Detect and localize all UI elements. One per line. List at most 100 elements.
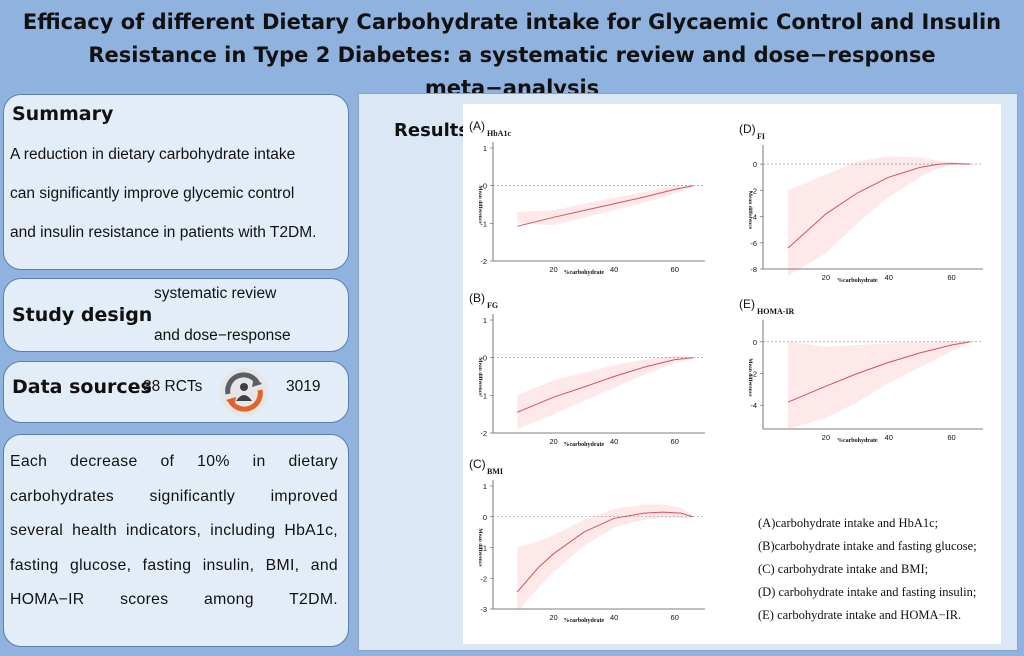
- x-tick-label: 40: [610, 613, 618, 622]
- chart-b: (B)FG1 0 -1 -2 20 40 60 %carbohydrate Mean diffe…: [469, 291, 705, 448]
- results-figure: (A) HbA1c 1 0 -1 -2 20 40 60 %carbohydrate Mean di…: [463, 104, 1001, 644]
- chart-title: BMI: [487, 467, 503, 476]
- y-tick-label: 1: [483, 482, 487, 491]
- confidence-band: [517, 355, 693, 430]
- y-tick-label: 0: [753, 160, 757, 169]
- dose-response-curve: [787, 162, 971, 249]
- caption-e: (E) carbohydrate intake and HOMA−IR.: [758, 608, 962, 622]
- summary-line-3: and insulin resistance in patients with …: [10, 224, 317, 241]
- x-tick-label: 60: [671, 437, 679, 446]
- summary-heading: Summary: [12, 103, 114, 125]
- x-tick-label: 40: [885, 273, 893, 282]
- x-tick-label: 20: [549, 613, 557, 622]
- panel-label: (E): [739, 297, 755, 311]
- y-tick-label: 0: [483, 182, 487, 191]
- y-tick-label: -3: [480, 605, 487, 614]
- panel-label: (B): [469, 291, 485, 305]
- caption-a: (A)carbohydrate intake and HbA1c;: [758, 516, 939, 530]
- panel-label: (C): [469, 457, 486, 471]
- key-findings-card: Each decrease of 10% in dietary carbohyd…: [3, 434, 349, 647]
- y-tick-label: -2: [750, 186, 757, 195]
- study-design-line-2: and dose−response: [154, 327, 291, 344]
- confidence-band: [517, 504, 693, 613]
- findings-line-3: several health indicators, including HbA…: [10, 522, 338, 539]
- y-tick-label: -2: [480, 257, 487, 266]
- data-sources-card: Data sources 38 RCTs 3019: [3, 361, 349, 423]
- poster-title: Efficacy of different Dietary Carbohydra…: [0, 6, 1024, 105]
- x-axis-label: %carbohydrate: [564, 270, 605, 276]
- panel-label: (D): [739, 122, 756, 136]
- y-tick-label: 1: [483, 316, 487, 325]
- y-axis-label: Mean difference: [477, 185, 483, 224]
- summary-line-2: can significantly improve glycemic contr…: [10, 185, 295, 202]
- x-tick-label: 60: [947, 433, 955, 442]
- people-cycle-icon: [220, 368, 268, 416]
- x-tick-label: 20: [822, 433, 830, 442]
- y-axis-label: Mean difference: [747, 358, 753, 397]
- key-findings-text: Each decrease of 10% in dietary carbohyd…: [10, 445, 338, 618]
- y-tick-label: -2: [750, 370, 757, 379]
- x-tick-label: 60: [671, 265, 679, 274]
- x-tick-label: 20: [549, 437, 557, 446]
- y-tick-label: -1: [480, 391, 487, 400]
- x-tick-label: 40: [885, 433, 893, 442]
- y-tick-label: -2: [480, 429, 487, 438]
- chart-d: (D)FI 0 -2 -4 -6 -8 20 40 60 %carbohydrate Mean di…: [739, 122, 983, 284]
- findings-line-2: carbohydrates significantly improved: [10, 487, 338, 505]
- y-tick-label: 0: [753, 338, 757, 347]
- y-tick-label: -4: [750, 401, 757, 410]
- caption-d: (D) carbohydrate intake and fasting insu…: [758, 585, 977, 599]
- x-tick-label: 40: [610, 437, 618, 446]
- rct-count: 38 RCTs: [143, 378, 203, 395]
- chart-title: HOMA-IR: [757, 307, 795, 316]
- study-design-card: Study design systematic review and dose−…: [3, 278, 349, 352]
- chart-e: (E)HOMA-IR 0 -2 -4 20 40 60 %carbohydrate Mean d…: [739, 297, 983, 444]
- y-axis-label: Mean difference: [477, 528, 483, 567]
- y-tick-label: 1: [483, 144, 487, 153]
- x-axis-label: %carbohydrate: [564, 618, 605, 624]
- dose-response-curve: [516, 511, 694, 593]
- y-axis-label: Mean difference: [747, 191, 753, 230]
- study-design-heading: Study design: [12, 304, 153, 326]
- title-line-2: Resistance in Type 2 Diabetes: a systema…: [88, 43, 936, 100]
- caption-b: (B)carbohydrate intake and fasting gluco…: [758, 539, 977, 553]
- x-axis-label: %carbohydrate: [837, 438, 878, 444]
- title-line-1: Efficacy of different Dietary Carbohydra…: [22, 10, 1002, 34]
- y-tick-label: 0: [483, 354, 487, 363]
- x-tick-label: 60: [671, 613, 679, 622]
- chart-title: FG: [487, 301, 498, 310]
- summary-line-1: A reduction in dietary carbohydrate inta…: [10, 146, 296, 163]
- confidence-band: [788, 156, 971, 276]
- y-tick-label: -1: [480, 219, 487, 228]
- findings-line-5: HOMA−IR scores among T2DM.: [10, 591, 338, 608]
- y-tick-label: 0: [483, 513, 487, 522]
- y-tick-label: -1: [480, 544, 487, 553]
- summary-card: Summary A reduction in dietary carbohydr…: [3, 94, 349, 270]
- dose-response-curve: [517, 185, 693, 227]
- chart-title: HbA1c: [487, 129, 511, 138]
- y-tick-label: -2: [480, 574, 487, 583]
- dose-response-curve: [517, 357, 693, 413]
- study-design-line-1: systematic review: [154, 285, 277, 302]
- confidence-band: [788, 341, 971, 429]
- x-axis-label: %carbohydrate: [564, 442, 605, 448]
- summary-text: A reduction in dietary carbohydrate inta…: [10, 135, 344, 252]
- figure-captions: (A)carbohydrate intake and HbA1c; (B)car…: [758, 512, 998, 627]
- results-panel: Results (A) HbA1c 1 0 -1 -2 20 40 60 %carbohydrat…: [358, 93, 1018, 651]
- chart-title: FI: [757, 132, 765, 141]
- caption-c: (C) carbohydrate intake and BMI;: [758, 562, 929, 576]
- results-heading: Results: [394, 120, 470, 141]
- findings-line-4: fasting glucose, fasting insulin, BMI, a…: [10, 556, 338, 574]
- y-axis-label: Mean difference: [477, 357, 483, 396]
- x-tick-label: 40: [610, 265, 618, 274]
- y-tick-label: -4: [750, 213, 757, 222]
- x-tick-label: 60: [947, 273, 955, 282]
- x-axis-label: %carbohydrate: [837, 278, 878, 284]
- findings-line-1: Each decrease of 10% in dietary: [10, 453, 338, 470]
- x-tick-label: 20: [549, 265, 557, 274]
- data-sources-heading: Data sources: [12, 376, 152, 398]
- x-tick-label: 20: [822, 273, 830, 282]
- y-tick-label: -6: [750, 239, 757, 248]
